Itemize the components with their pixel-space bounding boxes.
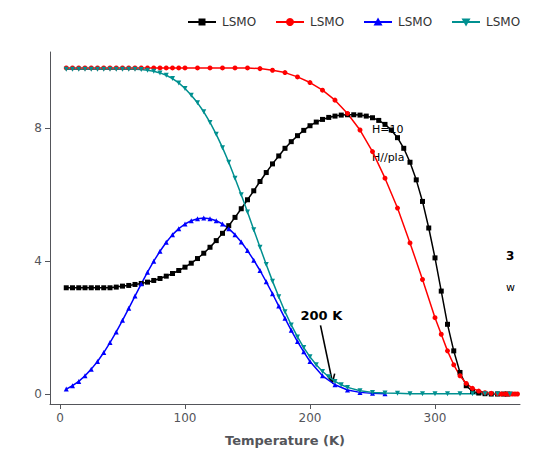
svg-text:200 K: 200 K [301, 308, 344, 323]
svg-text:LSMO: LSMO [398, 15, 432, 29]
svg-text:Temperature (K): Temperature (K) [225, 433, 345, 448]
svg-text:H=10: H=10 [372, 123, 404, 136]
svg-text:4: 4 [34, 254, 42, 268]
svg-text:100: 100 [174, 411, 197, 425]
svg-text:LSMO: LSMO [222, 15, 256, 29]
svg-text:8: 8 [34, 121, 42, 135]
svg-text:H//pla: H//pla [372, 151, 405, 165]
svg-text:0: 0 [56, 411, 64, 425]
svg-text:3: 3 [506, 249, 514, 263]
svg-text:LSMO: LSMO [310, 15, 344, 29]
svg-text:300: 300 [424, 411, 447, 425]
svg-text:0: 0 [34, 387, 42, 401]
svg-text:200: 200 [299, 411, 322, 425]
svg-text:w: w [506, 281, 515, 294]
svg-text:LSMO: LSMO [486, 15, 520, 29]
